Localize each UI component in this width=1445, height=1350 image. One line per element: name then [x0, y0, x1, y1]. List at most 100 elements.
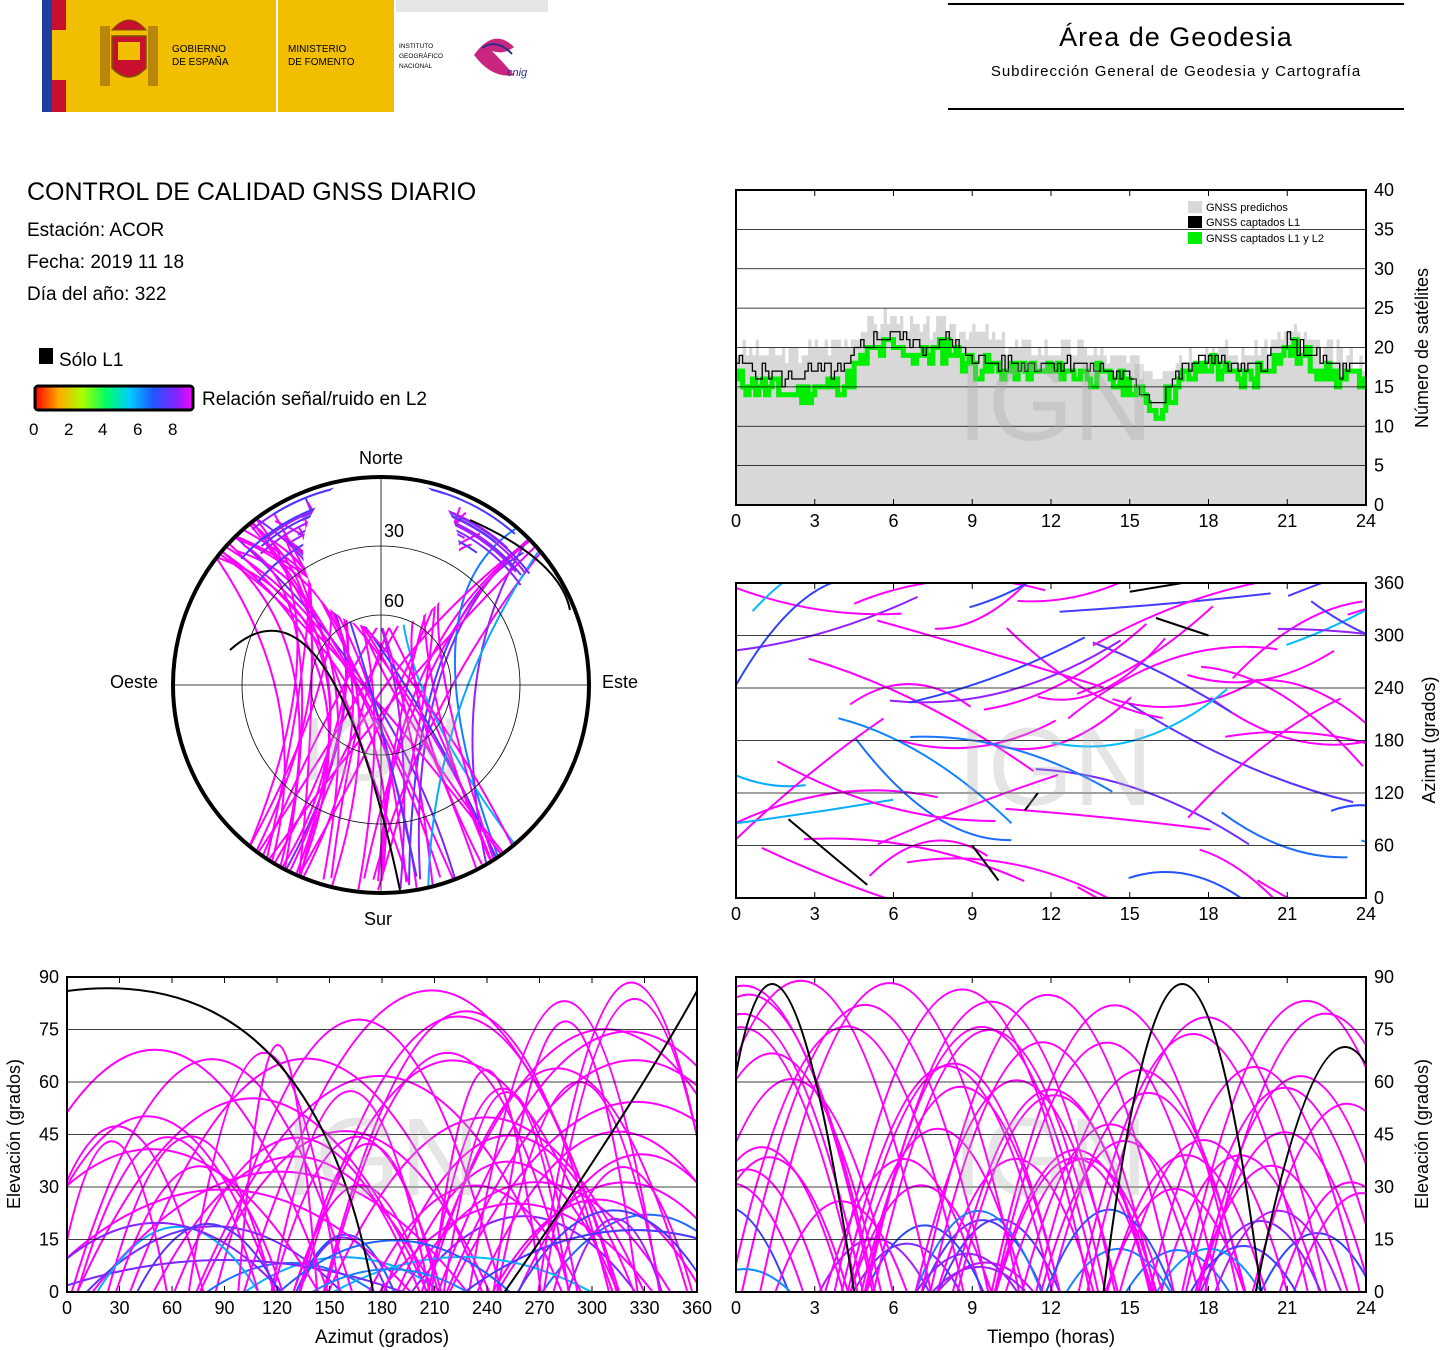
elaz-track: [70, 1058, 354, 1292]
elt-l1-track: [1254, 1046, 1366, 1292]
az-track: [1128, 871, 1243, 898]
elt-ytick-label: 90: [1374, 967, 1394, 987]
az-xtick-label: 18: [1198, 904, 1218, 924]
elt-track: [1125, 1249, 1231, 1292]
az-track: [736, 798, 894, 825]
elt-track: [736, 1168, 823, 1292]
az-track: [889, 639, 1122, 704]
az-xtick-label: 12: [1041, 904, 1061, 924]
elaz-ytick-label: 60: [39, 1072, 59, 1092]
az-xtick-label: 0: [731, 904, 741, 924]
elt-track: [1086, 1016, 1328, 1292]
az-track: [736, 717, 884, 841]
elaz-l1-track: [67, 987, 375, 1292]
elaz-xtick-label: 330: [629, 1298, 659, 1318]
sky-track: [282, 533, 411, 885]
elaz-track: [271, 1136, 443, 1292]
az-l1-track: [787, 818, 868, 886]
elaz-xtick-label: 360: [682, 1298, 712, 1318]
elt-xtick-label: 24: [1356, 1298, 1376, 1318]
elt-track: [840, 1065, 1054, 1292]
snr-tick-8: 8: [168, 420, 177, 439]
elaz-track: [173, 1136, 421, 1292]
elaz-watermark: IGN: [284, 1096, 480, 1219]
elt-track: [736, 1208, 790, 1292]
area-subtitle: Subdirección General de Geodesia y Carto…: [990, 63, 1362, 80]
elaz-track: [496, 1181, 697, 1292]
count-ytick-label: 25: [1374, 298, 1394, 318]
elaz-track: [67, 1125, 205, 1292]
elaz-track: [67, 1049, 329, 1292]
elaz-ytick-label: 45: [39, 1125, 59, 1145]
elaz-track: [129, 1057, 484, 1292]
elaz-xtick-label: 0: [62, 1298, 72, 1318]
elaz-track: [311, 1268, 468, 1292]
sky-track: [427, 542, 546, 891]
sky-track: [453, 520, 529, 890]
l1-line: [736, 331, 1367, 404]
sky-l1-track: [469, 519, 571, 611]
az-xtick-label: 6: [888, 904, 898, 924]
elt-track: [736, 1182, 805, 1292]
elaz-track: [237, 1044, 319, 1292]
elt-track: [833, 988, 1091, 1292]
elt-xlabel: Tiempo (horas): [987, 1327, 1115, 1348]
az-ytick-label: 60: [1374, 836, 1394, 856]
elt-track: [956, 1094, 1152, 1292]
snr-tick-0: 0: [29, 420, 38, 439]
header-rule-top: [948, 3, 1404, 5]
elt-track: [1045, 1208, 1174, 1292]
count-ytick-label: 30: [1374, 259, 1394, 279]
elt-ytick-label: 45: [1374, 1125, 1394, 1145]
elt-track: [1251, 1103, 1366, 1292]
station-label: Estación: ACOR: [27, 220, 165, 241]
elaz-xtick-label: 120: [262, 1298, 292, 1318]
az-track: [1187, 649, 1335, 684]
elaz-track: [115, 1165, 284, 1292]
elaz-track: [437, 1030, 697, 1292]
elt-track: [1194, 1164, 1349, 1292]
elt-xtick-label: 6: [888, 1298, 898, 1318]
ministry-text-2: DE FOMENTO: [288, 57, 355, 68]
count-xtick-label: 18: [1198, 511, 1218, 531]
elaz-track: [292, 1059, 614, 1292]
l1-only-label: Sólo L1: [59, 350, 123, 371]
elt-track: [736, 984, 874, 1292]
az-ytick-label: 360: [1374, 573, 1404, 593]
elt-track: [1204, 1012, 1366, 1292]
az-track: [1005, 807, 1211, 831]
count-xtick-label: 15: [1120, 511, 1140, 531]
elt-watermark: IGN: [952, 1096, 1148, 1219]
elaz-track: [187, 1052, 341, 1292]
count-ytick-label: 5: [1374, 456, 1384, 476]
elaz-track: [278, 1239, 511, 1292]
institute-text-3: NACIONAL: [399, 63, 433, 70]
az-track: [1092, 641, 1233, 714]
legend-predicted-label: GNSS predichos: [1206, 202, 1288, 214]
elaz-track: [427, 1087, 579, 1292]
az-track: [761, 847, 889, 898]
report-title: CONTROL DE CALIDAD GNSS DIARIO: [27, 178, 477, 206]
snr-tick-2: 2: [64, 420, 73, 439]
elevation-azimuth-chart: IGN Azimut (grados) Elevación (grados): [4, 976, 698, 1348]
skyplot-ring-label-60: 60: [384, 591, 404, 611]
skyplot-south-label: Sur: [364, 909, 392, 929]
skyplot-east-label: Este: [602, 672, 638, 692]
az-track: [1232, 600, 1363, 680]
elaz-track: [324, 1051, 571, 1292]
elt-track: [1004, 1157, 1164, 1292]
az-track: [736, 595, 918, 652]
legend-l1l2-swatch: [1188, 232, 1202, 244]
elt-track: [849, 1128, 1026, 1292]
elaz-track: [206, 1261, 375, 1292]
coat-of-arms-icon: [100, 19, 158, 86]
elt-l1-track: [736, 983, 856, 1292]
az-track: [1187, 697, 1341, 819]
elt-ytick-label: 75: [1374, 1020, 1394, 1040]
government-logo-bar: GOBIERNO DE ESPAÑA MINISTERIO DE FOMENTO…: [42, 0, 548, 112]
elaz-track: [327, 1116, 646, 1292]
sky-track: [187, 519, 286, 891]
az-track: [1224, 730, 1366, 745]
institute-text-1: INSTITUTO: [399, 43, 433, 50]
